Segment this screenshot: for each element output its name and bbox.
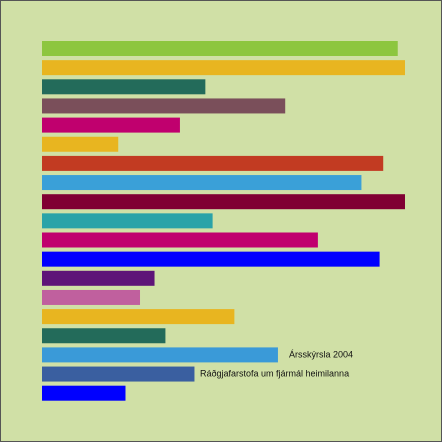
bar	[42, 213, 213, 229]
bar	[42, 347, 278, 363]
bar	[42, 136, 119, 152]
bar	[42, 60, 405, 76]
bar	[42, 251, 380, 267]
bar	[42, 309, 235, 325]
bar	[42, 79, 206, 95]
bar	[42, 41, 398, 56]
bar	[42, 366, 195, 382]
annotation: Ársskýrsla 2004	[289, 349, 353, 359]
bar	[42, 98, 286, 114]
annotation: Ráðgjafarstofa um fjármál heimilanna	[200, 368, 349, 378]
bar	[42, 194, 405, 210]
bar	[42, 232, 318, 248]
bar	[42, 270, 155, 286]
bar	[42, 175, 362, 191]
bar	[42, 117, 180, 133]
bar	[42, 289, 141, 305]
bar	[42, 155, 384, 171]
bar	[42, 328, 166, 344]
bar	[42, 385, 126, 401]
